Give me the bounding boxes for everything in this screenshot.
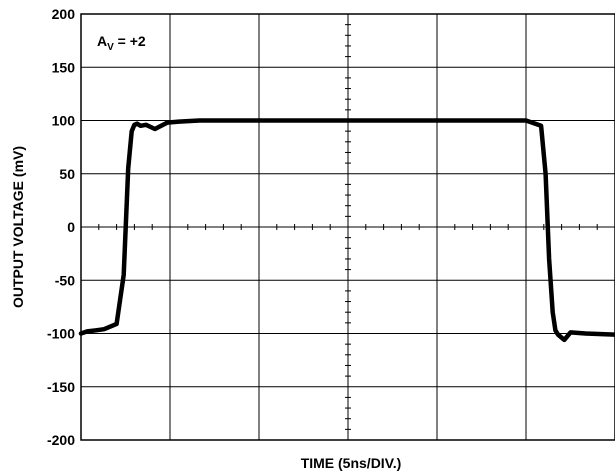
y-axis-title: OUTPUT VOLTAGE (mV) <box>10 146 26 308</box>
y-tick-label: 100 <box>52 113 76 129</box>
y-tick-label: -100 <box>47 326 75 342</box>
y-tick-label: 200 <box>52 6 76 22</box>
y-tick-label: 0 <box>67 219 75 235</box>
y-tick-label: -150 <box>47 379 75 395</box>
axis-ticks <box>98 24 598 430</box>
y-tick-label: 50 <box>59 166 75 182</box>
output-voltage-trace <box>78 118 615 343</box>
x-axis-title: TIME (5ns/DIV.) <box>301 455 402 471</box>
gain-annotation: AV = +2 <box>97 33 146 53</box>
y-tick-label: 150 <box>52 59 76 75</box>
y-tick-label: -200 <box>47 432 75 448</box>
y-tick-label: -50 <box>55 272 75 288</box>
plot-frame <box>80 13 615 441</box>
y-tick-labels: 200 150 100 50 0 -50 -100 -150 -200 <box>47 6 75 448</box>
